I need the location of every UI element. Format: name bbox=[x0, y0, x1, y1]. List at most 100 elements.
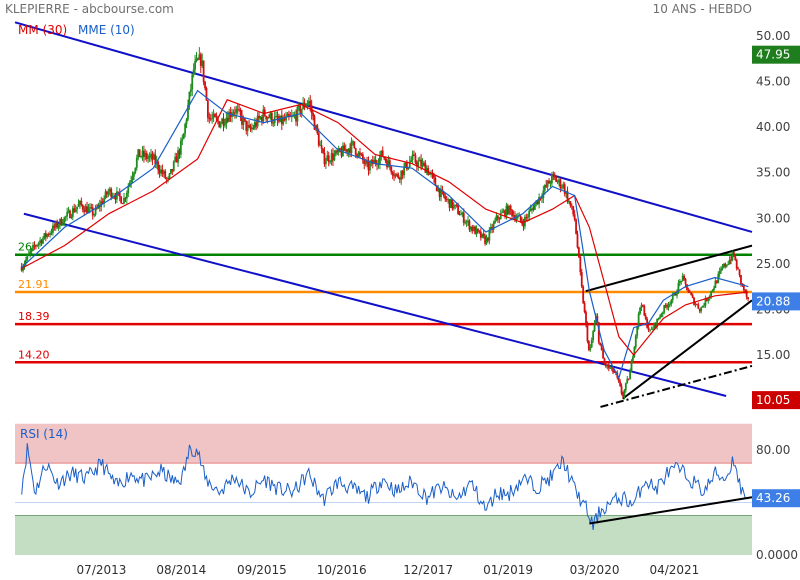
candle-body bbox=[433, 174, 435, 178]
candle-body bbox=[106, 191, 108, 195]
candle-body bbox=[634, 335, 637, 348]
candle-body bbox=[730, 259, 732, 261]
candle-body bbox=[202, 60, 205, 82]
trendline-4 bbox=[600, 364, 753, 408]
candle-body bbox=[550, 174, 553, 184]
candle-body bbox=[231, 114, 233, 117]
candle-body bbox=[317, 133, 320, 146]
candle-body bbox=[238, 109, 241, 111]
candle-body bbox=[275, 116, 278, 117]
candle-body bbox=[396, 174, 398, 175]
x-tick-label: 08/2014 bbox=[156, 563, 206, 577]
candle-body bbox=[141, 150, 144, 157]
candle-body bbox=[519, 215, 522, 221]
candle-body bbox=[536, 200, 539, 205]
candle-body bbox=[197, 58, 199, 60]
candle-body bbox=[22, 266, 24, 271]
candle-body bbox=[384, 158, 387, 161]
candle-body bbox=[728, 259, 731, 264]
candle-body bbox=[265, 115, 268, 120]
candle-body bbox=[276, 116, 279, 121]
candle-body bbox=[124, 197, 127, 199]
candle-body bbox=[344, 149, 347, 151]
candle-body bbox=[597, 322, 600, 343]
candle-body bbox=[285, 116, 287, 121]
candle-body bbox=[680, 281, 683, 282]
period-label: 10 ANS - HEBDO bbox=[653, 2, 752, 16]
candle-body bbox=[694, 304, 697, 306]
candle-body bbox=[705, 298, 708, 301]
candle-body bbox=[137, 149, 140, 158]
candle-body bbox=[367, 161, 370, 171]
candle-body bbox=[474, 226, 477, 235]
candle-body bbox=[380, 150, 383, 157]
candle-body bbox=[428, 173, 431, 175]
candle-body bbox=[189, 89, 192, 92]
candle-body bbox=[607, 364, 610, 369]
candle-body bbox=[135, 157, 138, 168]
candle-body bbox=[394, 174, 397, 177]
candle-body bbox=[405, 162, 408, 170]
candle-body bbox=[596, 315, 599, 323]
candle-body bbox=[727, 263, 730, 265]
candle-body bbox=[697, 304, 700, 309]
candle-body bbox=[612, 367, 614, 373]
candle-body bbox=[623, 389, 626, 397]
candle-body bbox=[707, 298, 710, 301]
candle-body bbox=[26, 255, 29, 260]
candle-body bbox=[515, 218, 518, 220]
candle-body bbox=[698, 308, 701, 312]
candle-body bbox=[312, 113, 314, 117]
candle-body bbox=[737, 268, 740, 270]
candle-body bbox=[451, 199, 454, 209]
candle-body bbox=[590, 340, 593, 348]
candle-body bbox=[300, 109, 303, 114]
candle-body bbox=[742, 284, 745, 291]
candle-body bbox=[414, 155, 417, 163]
candle-body bbox=[332, 153, 334, 161]
candle-body bbox=[248, 125, 251, 127]
candle-body bbox=[175, 156, 178, 163]
candle-body bbox=[307, 101, 310, 103]
candle-body bbox=[174, 156, 177, 162]
candle-body bbox=[241, 115, 243, 125]
candle-body bbox=[723, 263, 725, 268]
candle-body bbox=[303, 102, 306, 108]
candle-body bbox=[336, 150, 339, 153]
candle-body bbox=[659, 316, 661, 319]
rsi-tag-0: 43.26 bbox=[756, 491, 790, 505]
candle-body bbox=[243, 118, 246, 121]
x-tick-label: 07/2013 bbox=[77, 563, 127, 577]
candle-body bbox=[398, 177, 401, 180]
candle-body bbox=[83, 209, 86, 213]
candle-body bbox=[255, 122, 258, 127]
candle-body bbox=[134, 167, 137, 173]
candle-body bbox=[552, 174, 555, 175]
y-tick-label: 15.00 bbox=[756, 348, 790, 362]
candle-body bbox=[262, 109, 265, 122]
candle-body bbox=[415, 162, 418, 167]
candle-body bbox=[64, 216, 67, 218]
candle-body bbox=[654, 322, 657, 327]
y-tick-label: 35.00 bbox=[756, 166, 790, 180]
candle-body bbox=[546, 180, 549, 187]
candle-body bbox=[664, 305, 667, 307]
candle-body bbox=[165, 178, 168, 180]
candle-body bbox=[168, 173, 171, 179]
candle-body bbox=[411, 154, 414, 160]
y-tick-label: 50.00 bbox=[756, 29, 790, 43]
candle-body bbox=[47, 234, 50, 235]
candle-body bbox=[209, 118, 212, 120]
candle-body bbox=[57, 225, 60, 228]
candle-body bbox=[472, 226, 475, 231]
candle-body bbox=[37, 242, 40, 245]
candle-body bbox=[360, 153, 363, 155]
candle-body bbox=[354, 148, 357, 155]
candle-body bbox=[508, 205, 511, 214]
trendline-2 bbox=[585, 244, 753, 293]
candle-body bbox=[371, 160, 374, 165]
candle-body bbox=[613, 372, 616, 373]
candle-body bbox=[586, 324, 589, 342]
candle-body bbox=[263, 109, 266, 116]
